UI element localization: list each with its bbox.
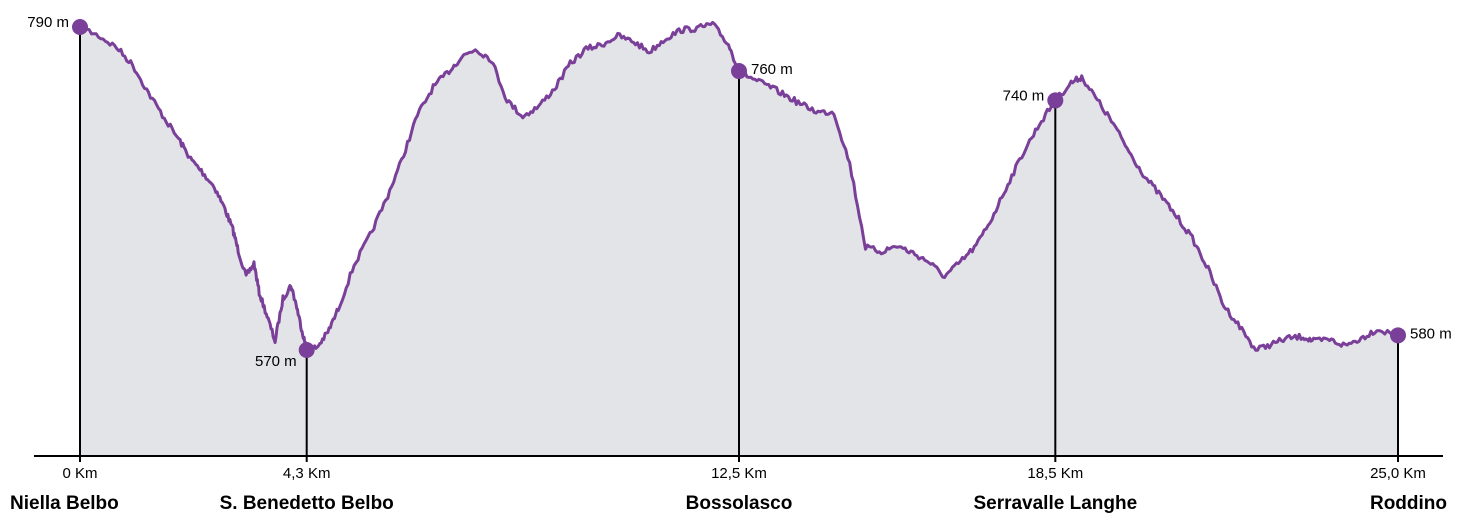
- station-marker: [72, 19, 88, 35]
- place-label-serravalle-langhe: Serravalle Langhe: [973, 493, 1137, 514]
- elevation-label-bossolasco: 760 m: [751, 61, 793, 78]
- distance-label-niella-belbo: 0 Km: [62, 465, 97, 482]
- distance-label-s-benedetto-belbo: 4,3 Km: [283, 465, 331, 482]
- place-label-niella-belbo: Niella Belbo: [10, 493, 119, 514]
- distance-label-serravalle-langhe: 18,5 Km: [1027, 465, 1083, 482]
- station-stems: [79, 27, 1399, 456]
- distance-label-roddino: 25,0 Km: [1370, 465, 1426, 482]
- station-marker: [731, 63, 747, 80]
- elevation-label-s-benedetto-belbo: 570 m: [255, 353, 297, 370]
- distance-label-bossolasco: 12,5 Km: [711, 465, 767, 482]
- station-marker: [1047, 92, 1064, 109]
- station-markers: [72, 19, 1406, 358]
- elevation-label-niella-belbo: 790 m: [27, 14, 69, 31]
- place-label-roddino: Roddino: [1370, 493, 1447, 514]
- place-label-bossolasco: Bossolasco: [686, 493, 793, 514]
- station-marker: [298, 342, 315, 358]
- place-label-s-benedetto-belbo: S. Benedetto Belbo: [220, 493, 394, 514]
- x-axis-ticks: [79, 456, 1399, 462]
- elevation-profile-line: [79, 20, 1399, 354]
- elevation-label-roddino: 580 m: [1410, 325, 1452, 342]
- elevation-label-serravalle-langhe: 740 m: [1003, 87, 1045, 104]
- station-marker: [1390, 327, 1406, 344]
